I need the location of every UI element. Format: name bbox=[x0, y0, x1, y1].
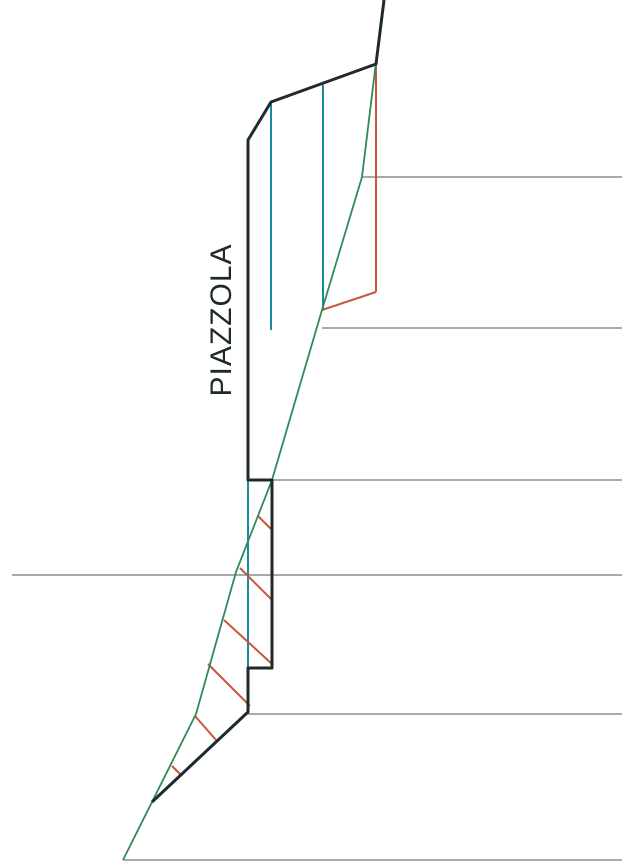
hatch-line bbox=[257, 515, 273, 531]
hatch-line bbox=[207, 663, 251, 707]
fill-area-upper bbox=[321, 64, 377, 311]
hatch-line bbox=[194, 715, 217, 741]
fill-edge bbox=[321, 291, 377, 311]
project-profile-line bbox=[150, 0, 386, 804]
piazzola-label: PIAZZOLA bbox=[205, 243, 238, 397]
reference-lines bbox=[12, 176, 622, 861]
hatch-line bbox=[239, 567, 273, 601]
hatch-line bbox=[223, 619, 273, 665]
fill-hatching-lower bbox=[171, 515, 273, 777]
cut-lines-upper bbox=[270, 85, 324, 330]
